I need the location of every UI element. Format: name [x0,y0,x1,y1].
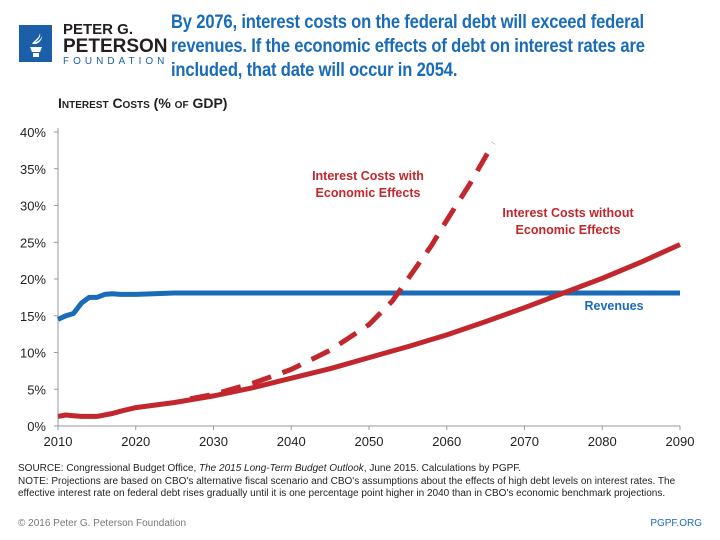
x-tick-label: 2040 [277,434,306,449]
x-tick-label: 2060 [432,434,461,449]
y-tick-label: 5% [27,382,46,397]
source-note: SOURCE: Congressional Budget Office, The… [18,463,708,501]
x-tick-label: 2030 [199,434,228,449]
x-tick-label: 2070 [510,434,539,449]
series-line-1 [57,242,682,419]
source-prefix: SOURCE: Congressional Budget Office, [18,463,200,474]
series-line-2 [189,141,496,402]
logo-line1: PETER G. [63,21,134,38]
y-tick-label: 15% [20,309,46,324]
label-with-effects: Interest Costs with Economic Effects [312,169,424,200]
series-line-0 [56,290,680,322]
torch-icon [30,33,42,57]
y-tick-label: 35% [20,162,46,177]
label-without-effects: Interest Costs without Economic Effects [502,206,634,237]
x-tick-label: 2090 [666,434,695,449]
source-title: The 2015 Long-Term Budget Outlook [199,463,364,474]
label-revenues: Revenues [584,299,643,313]
website-link[interactable]: PGPF.ORG [650,518,702,529]
y-tick-label: 40% [20,125,46,140]
x-tick-label: 2020 [121,434,150,449]
logo-line3: FOUNDATION [63,56,169,67]
headline-container: By 2076, interest costs on the federal d… [171,10,711,86]
logo [19,25,52,62]
y-tick-label: 20% [20,272,46,287]
y-tick-label: 25% [20,235,46,250]
x-tick-label: 2010 [44,434,73,449]
y-tick-label: 30% [20,199,46,214]
copyright: © 2016 Peter G. Peterson Foundation [18,518,187,529]
note: NOTE: Projections are based on CBO's alt… [18,475,676,500]
x-tick-label: 2080 [588,434,617,449]
y-axis-title: Interest Costs (% of GDP) [58,95,228,111]
chart: 0% 5% 10% 15% 20% 25% 30% 35% 40% 2010 2020 2030 204… [20,125,695,449]
source-suffix: , June 2015. Calculations by PGPF. [363,463,522,474]
x-tick-label: 2050 [355,434,384,449]
logo-line2: PETERSON [63,36,168,57]
y-tick-label: 0% [27,419,46,434]
headline: By 2076, interest costs on the federal d… [171,11,645,81]
y-tick-label: 10% [20,346,46,361]
